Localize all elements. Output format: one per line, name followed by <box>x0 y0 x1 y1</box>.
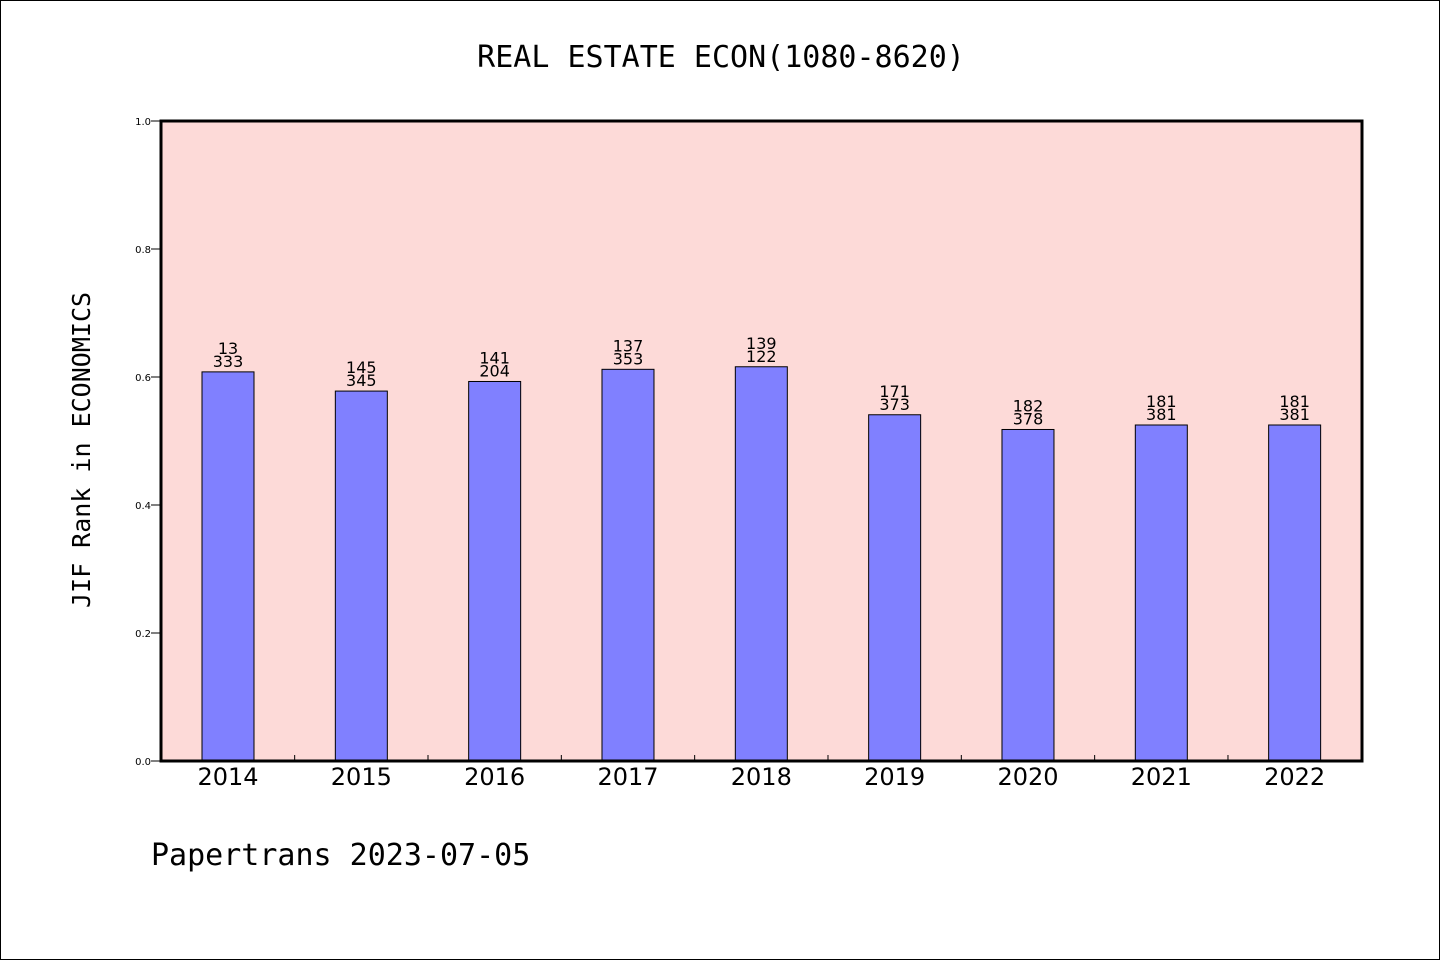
x-tick-label: 2019 <box>864 763 925 791</box>
bar-2016 <box>468 380 522 762</box>
bar-label-total: 122 <box>746 347 777 366</box>
bar-2019 <box>868 414 922 762</box>
y-tick-label: 0.0 <box>135 757 151 768</box>
y-tick-label: 1.0 <box>135 117 151 128</box>
y-tick-label: 0.8 <box>135 245 151 256</box>
bar-label-rank: 182 <box>1013 396 1044 415</box>
bar-label-total: 373 <box>879 395 910 414</box>
bar-label-rank: 171 <box>879 382 910 401</box>
y-tick-label: 0.2 <box>135 629 151 640</box>
bar-label-total: 333 <box>213 352 244 371</box>
x-axis: 2014 2015 2016 2017 2018 2019 2020 2021 2022 <box>197 755 1325 791</box>
x-tick-label: 2020 <box>997 763 1058 791</box>
bar-label-total: 381 <box>1279 405 1310 424</box>
bar-label-rank: 137 <box>613 336 644 355</box>
bar-label-total: 353 <box>613 349 644 368</box>
bar-label-rank: 145 <box>346 358 377 377</box>
bar-label-total: 381 <box>1146 405 1177 424</box>
x-tick-label: 2016 <box>464 763 525 791</box>
x-tick-label: 2021 <box>1131 763 1192 791</box>
x-tick-label: 2017 <box>597 763 658 791</box>
bar-label-total: 378 <box>1013 409 1044 428</box>
bar-label-rank: 181 <box>1279 392 1310 411</box>
plot-frame <box>159 119 1364 763</box>
footer-credit: Papertrans 2023-07-05 <box>151 838 530 873</box>
bar-2021 <box>1134 424 1188 762</box>
bars-group <box>201 366 1322 762</box>
bar-2014 <box>201 371 255 762</box>
y-axis: 0.0 0.2 0.4 0.6 0.8 1.0 <box>135 117 161 768</box>
bar-label-total: 204 <box>479 361 510 380</box>
bar-label-rank: 141 <box>479 348 510 367</box>
y-axis-label: JIF Rank in ECONOMICS <box>67 292 96 608</box>
bar-2020 <box>1001 428 1055 762</box>
x-tick-label: 2018 <box>731 763 792 791</box>
bar-2022 <box>1268 424 1322 762</box>
x-tick-label: 2022 <box>1264 763 1325 791</box>
bar-label-rank: 139 <box>746 334 777 353</box>
chart-title: REAL ESTATE ECON(1080-8620) <box>477 40 965 75</box>
bar-2015 <box>334 390 388 762</box>
x-tick-label: 2014 <box>197 763 258 791</box>
bar-label-rank: 181 <box>1146 392 1177 411</box>
x-tick-label: 2015 <box>331 763 392 791</box>
bar-2018 <box>734 366 788 762</box>
bar-label-total: 345 <box>346 371 377 390</box>
y-tick-label: 0.6 <box>135 373 151 384</box>
y-tick-label: 0.4 <box>135 501 151 512</box>
bar-label-rank: 13 <box>218 339 238 358</box>
bar-2017 <box>601 368 655 762</box>
